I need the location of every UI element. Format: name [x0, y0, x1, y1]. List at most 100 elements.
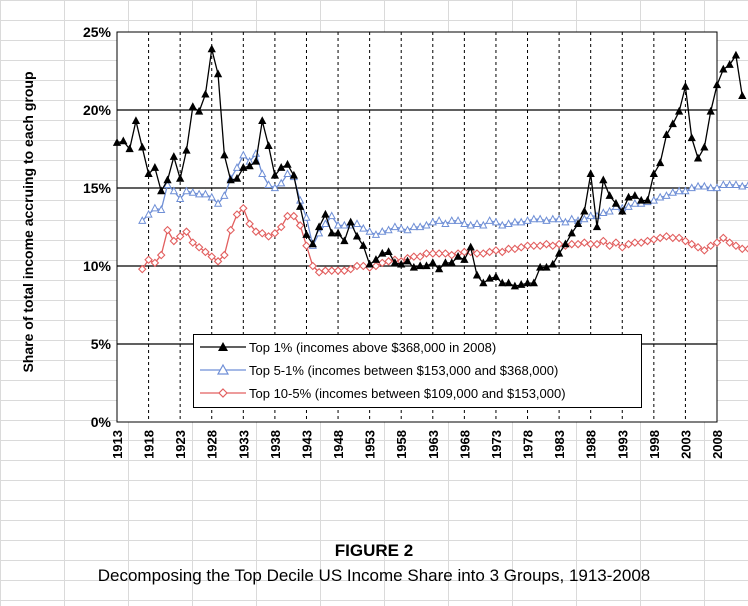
- data-point: [725, 238, 734, 247]
- data-point: [201, 189, 210, 198]
- data-point: [163, 180, 172, 188]
- data-point: [384, 225, 393, 234]
- figure-label: FIGURE 2: [334, 541, 414, 560]
- data-point: [719, 233, 728, 243]
- data-point: [674, 186, 684, 195]
- data-point: [479, 220, 488, 229]
- data-point: [725, 60, 734, 68]
- data-point: [700, 181, 709, 190]
- y-tick-label: 5%: [91, 336, 112, 352]
- data-point: [428, 217, 437, 226]
- data-point: [415, 252, 425, 261]
- data-point: [258, 116, 267, 125]
- data-point: [416, 222, 425, 231]
- data-point: [523, 278, 532, 287]
- y-tick-label: 20%: [83, 102, 112, 118]
- data-point: [422, 220, 431, 229]
- x-tick-label: 1973: [489, 430, 504, 459]
- data-point: [232, 163, 242, 171]
- data-point: [377, 258, 387, 268]
- data-point: [390, 222, 400, 231]
- data-point: [649, 169, 658, 178]
- data-point: [744, 181, 748, 188]
- data-point: [220, 191, 229, 199]
- data-point: [359, 241, 368, 249]
- data-point: [466, 220, 475, 229]
- data-point: [712, 80, 722, 89]
- data-point: [567, 214, 576, 223]
- data-point: [536, 262, 545, 271]
- x-tick-label: 1953: [363, 430, 378, 459]
- data-point: [188, 188, 197, 196]
- data-point: [270, 183, 280, 192]
- data-point: [207, 192, 216, 201]
- data-point: [523, 216, 532, 224]
- data-point: [580, 238, 589, 247]
- y-tick-label: 10%: [83, 258, 112, 274]
- data-point: [700, 246, 709, 255]
- data-point: [245, 219, 254, 229]
- data-point: [296, 202, 305, 210]
- data-point: [529, 214, 538, 223]
- data-point: [712, 183, 722, 192]
- data-point: [220, 150, 229, 159]
- data-point: [422, 249, 431, 258]
- data-point: [624, 239, 633, 249]
- data-point: [605, 241, 614, 250]
- data-point: [157, 205, 166, 213]
- data-point: [611, 238, 621, 247]
- data-point: [270, 228, 280, 238]
- x-tick-label: 1958: [394, 430, 409, 459]
- data-point: [447, 258, 456, 266]
- data-point: [706, 106, 715, 115]
- data-point: [390, 258, 400, 266]
- data-point: [542, 262, 551, 271]
- legend: Top 1% (incomes above $368,000 in 2008) …: [193, 334, 642, 408]
- data-point: [340, 266, 349, 275]
- data-point: [453, 251, 463, 260]
- data-point: [592, 239, 602, 249]
- data-point: [630, 191, 640, 199]
- data-point: [333, 228, 343, 237]
- y-tick-label: 15%: [83, 180, 112, 196]
- data-point: [175, 232, 185, 241]
- data-point: [434, 249, 444, 258]
- data-point: [327, 211, 336, 220]
- x-tick-label: 1918: [142, 430, 157, 459]
- data-point: [137, 264, 147, 274]
- data-point: [674, 106, 684, 115]
- data-point: [548, 214, 557, 223]
- data-point: [258, 169, 267, 178]
- data-point: [327, 266, 337, 275]
- data-point: [428, 249, 438, 258]
- data-point: [624, 192, 633, 201]
- data-point: [491, 272, 501, 281]
- data-point: [213, 69, 223, 78]
- data-point: [150, 258, 160, 268]
- data-point: [573, 239, 583, 249]
- data-point: [176, 194, 185, 203]
- data-point: [409, 262, 418, 271]
- data-point: [264, 141, 273, 149]
- data-point: [510, 281, 520, 290]
- data-point: [674, 233, 684, 243]
- data-point: [112, 138, 122, 146]
- data-point: [409, 222, 418, 231]
- legend-label-top10-5: Top 10-5% (incomes between $109,000 and …: [249, 386, 566, 401]
- data-point: [163, 225, 172, 235]
- data-point: [554, 214, 564, 223]
- data-point: [302, 212, 311, 221]
- data-point: [517, 217, 526, 226]
- data-point: [643, 236, 652, 246]
- data-point: [738, 181, 747, 190]
- data-point: [453, 216, 463, 224]
- data-point: [182, 145, 191, 154]
- data-point: [548, 241, 558, 250]
- data-point: [441, 219, 450, 227]
- x-tick-label: 1978: [521, 430, 536, 459]
- data-point: [472, 249, 482, 258]
- data-point: [472, 270, 482, 279]
- data-point: [371, 261, 381, 271]
- data-point: [308, 239, 317, 248]
- data-point: [580, 214, 589, 223]
